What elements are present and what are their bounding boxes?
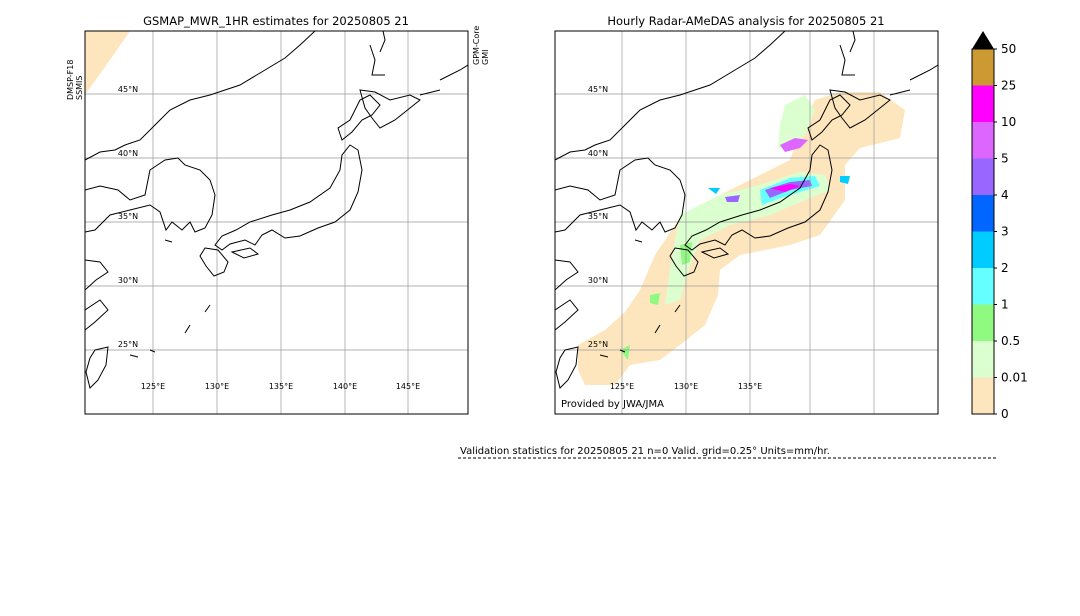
colorbar-label: 0.5 [1001, 334, 1020, 348]
precip-area [708, 188, 720, 194]
precip-area [840, 176, 850, 184]
precip-area [620, 242, 692, 360]
lon-label: 125°E [141, 382, 165, 391]
colorbar-segment [972, 304, 994, 341]
colorbar-label: 4 [1001, 188, 1009, 202]
lat-label: 35°N [588, 212, 608, 221]
colorbar-segment [972, 377, 994, 414]
map-frame [84, 30, 469, 415]
precip-area [770, 184, 800, 192]
colorbar-label: 0.01 [1001, 371, 1028, 385]
precip-area [725, 195, 740, 202]
lon-label: 135°E [738, 382, 762, 391]
lat-label: 25°N [588, 340, 608, 349]
panel-title: Hourly Radar-AMeDAS analysis for 2025080… [607, 14, 884, 28]
coastline [85, 31, 468, 389]
lon-label: 140°E [333, 382, 357, 391]
lat-label: 35°N [118, 212, 138, 221]
colorbar-label: 2 [1001, 261, 1009, 275]
colorbar-label: 25 [1001, 79, 1016, 93]
lat-label: 30°N [118, 276, 138, 285]
grid [555, 31, 938, 414]
lat-label: 30°N [588, 276, 608, 285]
colorbar-label: 3 [1001, 225, 1009, 239]
lat-label: 25°N [118, 340, 138, 349]
precip-area [778, 95, 815, 150]
lon-label: 130°E [205, 382, 229, 391]
colorbar-segment [972, 158, 994, 195]
colorbar-segment [972, 341, 994, 378]
satellite-label: DMSP-F18 [66, 60, 75, 100]
validation-stats: Validation statistics for 20250805 21 n=… [460, 446, 830, 457]
lon-label: 125°E [610, 382, 634, 391]
lat-label: 45°N [118, 85, 138, 94]
colorbar-segment [972, 85, 994, 122]
colorbar-label: 10 [1001, 115, 1016, 129]
colorbar-label: 50 [1001, 42, 1016, 56]
map-right [555, 31, 938, 414]
colorbar: 0 0.01 0.5 1 2 3 4 5 10 25 50 [971, 31, 1028, 421]
colorbar-label: 1 [1001, 298, 1009, 312]
colorbar-segment [972, 49, 994, 86]
satellite-label: SSMIS [75, 76, 84, 101]
lon-label: 135°E [269, 382, 293, 391]
lon-label: 145°E [396, 382, 420, 391]
satellite-label: GMI [481, 50, 490, 65]
precip-area [780, 138, 808, 152]
grid [85, 31, 468, 414]
lat-label: 40°N [588, 149, 608, 158]
panel-title: GSMAP_MWR_1HR estimates for 20250805 21 [143, 14, 409, 28]
map-left [85, 31, 468, 414]
map-frame [554, 30, 939, 415]
colorbar-segment [972, 231, 994, 268]
colorbar-segment [972, 195, 994, 232]
satellite-label: GPM-Core [472, 26, 481, 65]
precip-area [85, 31, 130, 95]
precip-area [665, 172, 830, 305]
precip-area [578, 92, 905, 385]
colorbar-label: 5 [1001, 152, 1009, 166]
colorbar-extend [972, 31, 994, 49]
lat-label: 45°N [588, 85, 608, 94]
credit: Provided by JWA/JMA [561, 399, 664, 410]
colorbar-segment [972, 122, 994, 159]
lon-label: 130°E [674, 382, 698, 391]
colorbar-label: 0 [1001, 407, 1009, 421]
lat-label: 40°N [118, 149, 138, 158]
colorbar-segment [972, 268, 994, 305]
